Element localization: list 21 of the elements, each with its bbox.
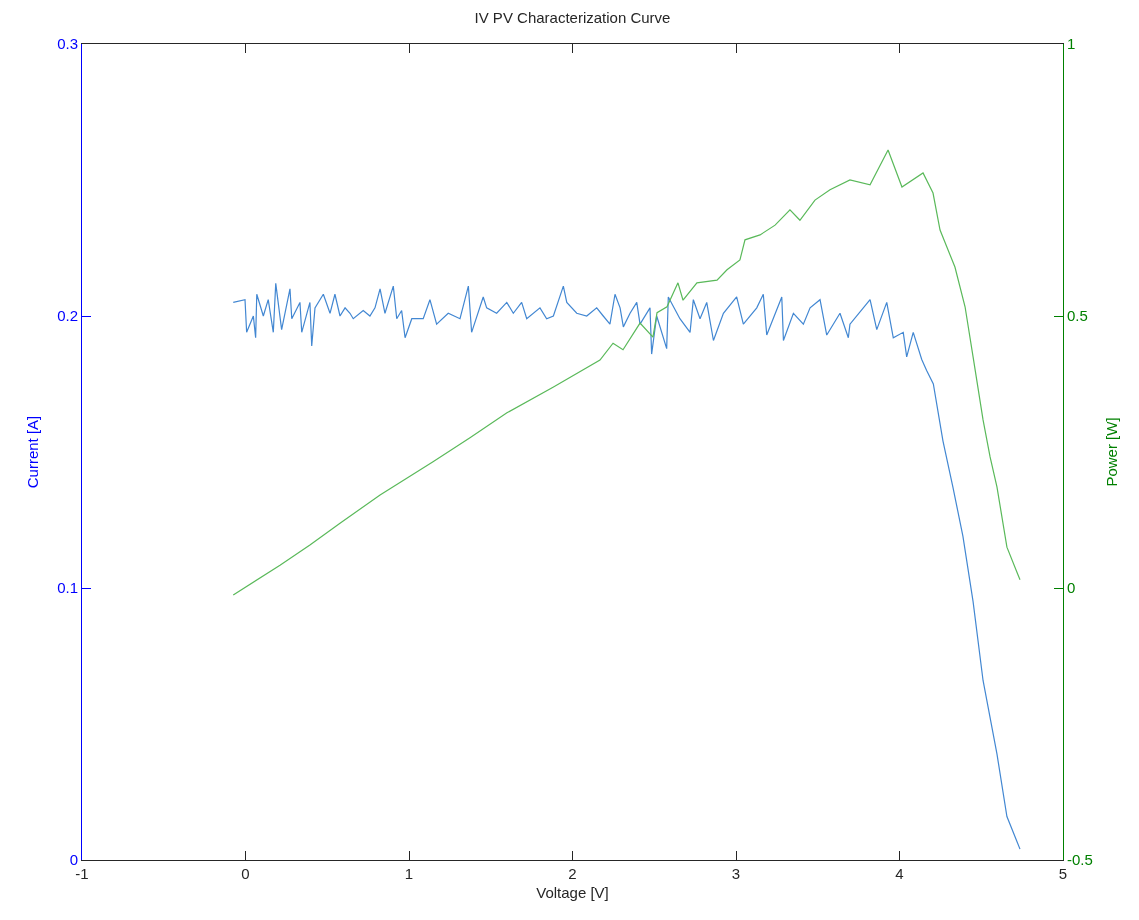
y2-tick-label: 0	[1067, 579, 1076, 597]
x-tick-label: -1	[75, 865, 89, 882]
x-tick-label: 4	[895, 865, 904, 882]
x-tick-label: 0	[241, 865, 250, 882]
y2-axis-title: Power [W]	[1102, 417, 1120, 487]
line-series	[232, 149, 1021, 596]
y-tick-label: 0.3	[57, 35, 78, 53]
y2-tick-label: -0.5	[1067, 851, 1093, 869]
y-tick-label: 0	[69, 851, 78, 869]
x-tick-label: 5	[1058, 865, 1068, 882]
y2-tick-label: 1	[1067, 35, 1076, 53]
chart-title: IV PV Characterization Curve	[474, 9, 671, 27]
y-tick-label: 0.2	[57, 307, 78, 325]
y-tick-label: 0.1	[57, 579, 78, 597]
y2-tick-label: 0.5	[1067, 307, 1088, 325]
y-axis-title: Current [A]	[24, 415, 42, 489]
x-tick-label: 2	[568, 865, 577, 882]
x-tick-label: 3	[731, 865, 741, 882]
x-tick-label: 1	[404, 865, 414, 882]
x-axis-title: Voltage [V]	[536, 884, 609, 901]
line-series	[232, 282, 1021, 850]
